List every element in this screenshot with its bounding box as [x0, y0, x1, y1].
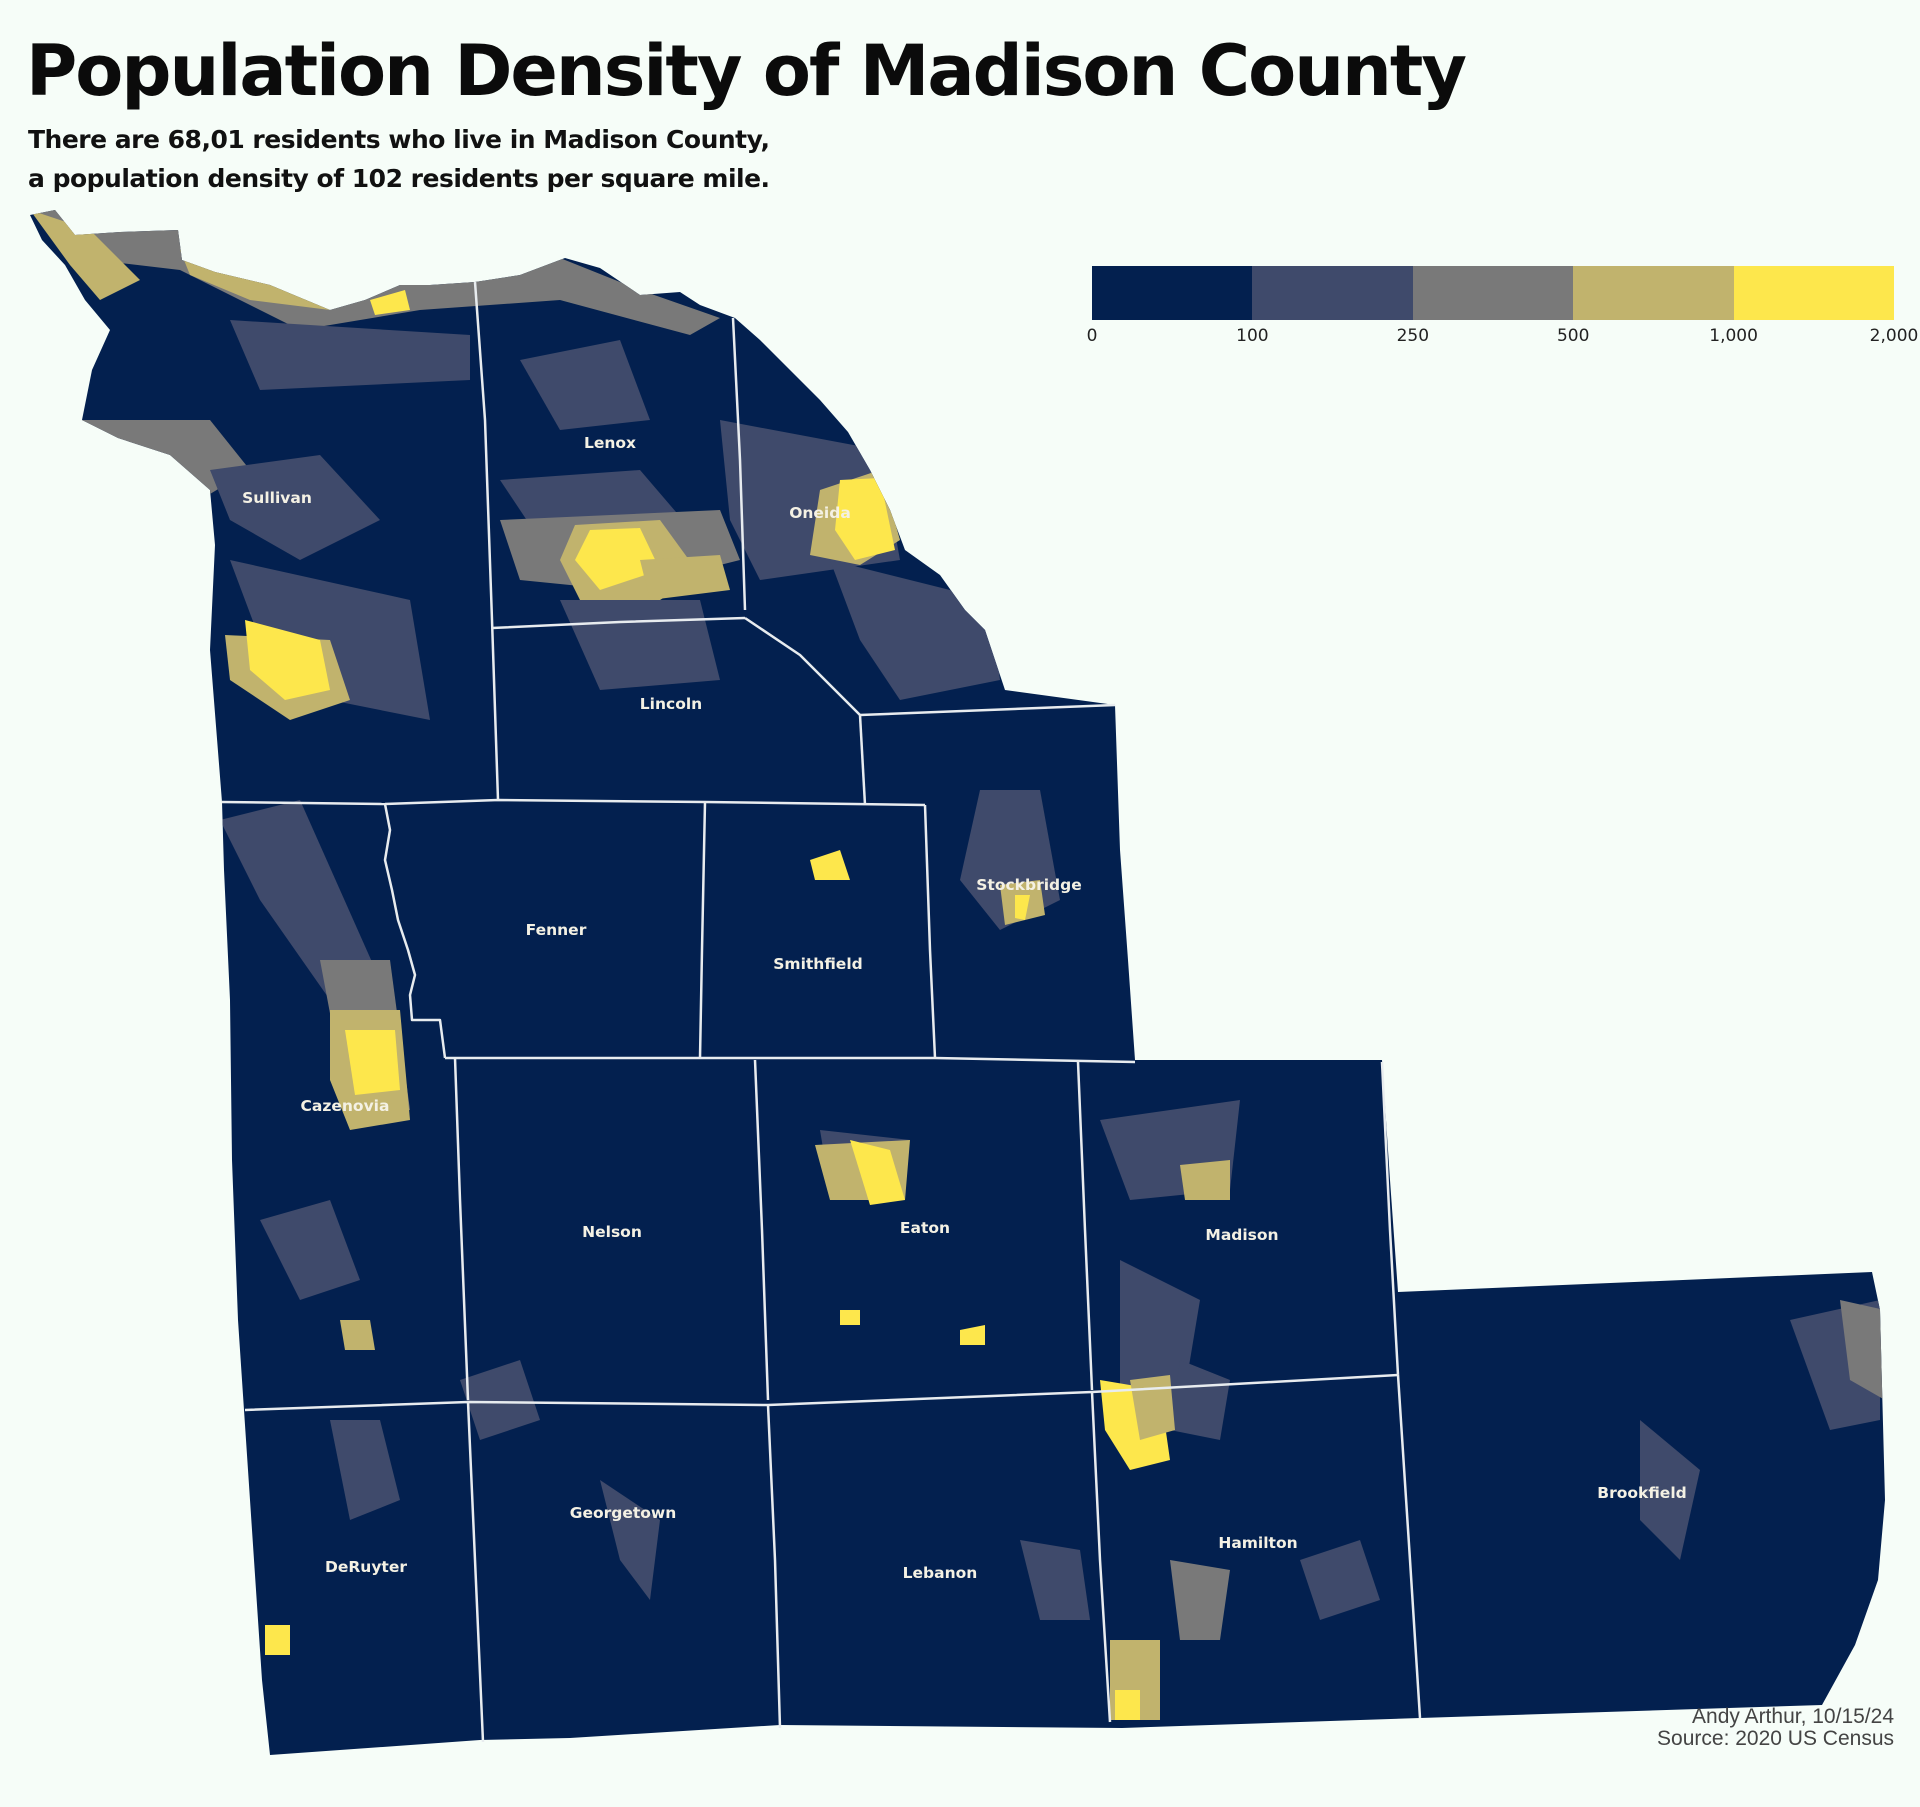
town-label-madison: Madison [1205, 1226, 1278, 1244]
map-title: Population Density of Madison County [26, 30, 1467, 112]
town-label-stockbridge: Stockbridge [976, 876, 1081, 894]
density-patch [835, 478, 895, 560]
density-patch [1640, 1420, 1700, 1560]
town-labels: Sullivan Lenox Oneida Lincoln Fenner Smithfie… [242, 434, 1687, 1582]
density-patch [850, 1140, 905, 1205]
density-patch [370, 290, 410, 315]
credit-author: Andy Arthur, 10/15/24 [1692, 1705, 1894, 1728]
density-patch [575, 528, 660, 590]
density-patch [520, 340, 650, 430]
boundary-cazenovia-fenner [383, 803, 447, 1059]
boundary-row2-south [445, 1056, 1136, 1064]
density-patch [1130, 1375, 1175, 1440]
boundary-lincoln-oneida [744, 616, 861, 716]
town-label-sullivan: Sullivan [242, 489, 312, 507]
density-patch [810, 850, 850, 880]
legend-tick-label: 250 [1396, 326, 1430, 346]
legend-swatch [1573, 266, 1734, 320]
boundary-nelson-eaton [753, 1059, 770, 1401]
boundary-lincoln-east [858, 714, 867, 806]
boundary-fenner-smithfield [698, 801, 707, 1059]
density-patch [1115, 1690, 1140, 1720]
boundary-deruyter-georgetown [466, 1401, 485, 1743]
density-patch [600, 1480, 660, 1600]
density-patch [1020, 1540, 1090, 1620]
town-boundaries [221, 281, 1422, 1743]
density-legend: 0 100 250 500 1,000 2,000 [1087, 266, 1919, 356]
legend-swatch [1412, 266, 1574, 320]
boundary-lenox-west [473, 281, 500, 801]
density-patch [1170, 1560, 1230, 1640]
town-label-lenox: Lenox [584, 434, 636, 452]
map-subtitle: There are 68,01 residents who live in Ma… [28, 120, 770, 198]
density-patch [1840, 1300, 1885, 1400]
boundary-sullivan-south [221, 800, 386, 806]
boundary-eaton-madison [1076, 1061, 1094, 1391]
map-credit: Andy Arthur, 10/15/24 Source: 2020 US Ce… [1657, 1706, 1894, 1750]
density-patch [260, 1200, 360, 1300]
credit-source: Source: 2020 US Census [1657, 1727, 1894, 1750]
boundary-smithfield-stockbridge [923, 804, 937, 1059]
legend-swatch [1092, 266, 1253, 320]
density-patch [640, 555, 730, 600]
boundary-georgetown-lebanon [766, 1404, 782, 1729]
boundary-hamilton-brookfield [1396, 1374, 1422, 1719]
boundary-lenox-lincoln [491, 616, 746, 630]
town-label-deruyter: DeRuyter [325, 1558, 407, 1576]
legend-tick-label: 0 [1086, 326, 1098, 346]
subtitle-line-2: a population density of 102 residents pe… [28, 164, 770, 193]
legend-tick-labels: 0 100 250 500 1,000 2,000 [1087, 326, 1919, 356]
legend-swatch [1733, 266, 1895, 320]
density-patch [330, 1420, 400, 1520]
density-patch [265, 1625, 290, 1655]
county-base-fill [30, 210, 1885, 1755]
town-label-fenner: Fenner [526, 921, 587, 939]
town-label-oneida: Oneida [789, 504, 851, 522]
town-label-lincoln: Lincoln [640, 695, 702, 713]
town-label-eaton: Eaton [900, 1219, 950, 1237]
density-patch [75, 430, 105, 470]
legend-tick-label: 100 [1236, 326, 1269, 346]
legend-tick-label: 500 [1556, 326, 1590, 346]
density-patch [1300, 1540, 1380, 1620]
density-patches [30, 210, 1885, 1720]
boundary-lincoln-stockbridge-top [859, 703, 1116, 717]
boundary-fenner-north [384, 798, 926, 807]
town-label-brookfield: Brookfield [1597, 1484, 1686, 1502]
density-patch [220, 800, 380, 1000]
town-label-smithfield: Smithfield [773, 955, 862, 973]
density-patch [1180, 1160, 1230, 1200]
density-patch [245, 620, 330, 700]
town-label-georgetown: Georgetown [570, 1504, 677, 1522]
density-patch [30, 210, 140, 300]
density-patch [340, 1320, 375, 1350]
legend-tick-label: 2,000 [1869, 326, 1919, 346]
boundary-lebanon-hamilton [1090, 1391, 1112, 1723]
town-label-cazenovia: Cazenovia [301, 1097, 390, 1115]
density-patch [840, 1310, 860, 1325]
density-patch [960, 1325, 985, 1345]
density-patch [230, 320, 470, 390]
density-patch [210, 455, 380, 560]
density-patch [1015, 895, 1030, 920]
town-label-nelson: Nelson [582, 1223, 642, 1241]
boundary-cazenovia-nelson [453, 1057, 470, 1401]
town-label-lebanon: Lebanon [903, 1564, 978, 1582]
legend-color-bar [1092, 266, 1895, 320]
subtitle-line-1: There are 68,01 residents who live in Ma… [28, 125, 770, 154]
density-patch [460, 1360, 540, 1440]
density-patch [345, 1030, 400, 1095]
density-patch [1170, 1360, 1230, 1440]
legend-swatch [1252, 266, 1413, 320]
town-label-hamilton: Hamilton [1218, 1534, 1297, 1552]
boundary-lenox-oneida [731, 317, 747, 611]
boundary-madison-brookfield [1380, 1061, 1400, 1376]
legend-tick-label: 1,000 [1709, 326, 1758, 346]
